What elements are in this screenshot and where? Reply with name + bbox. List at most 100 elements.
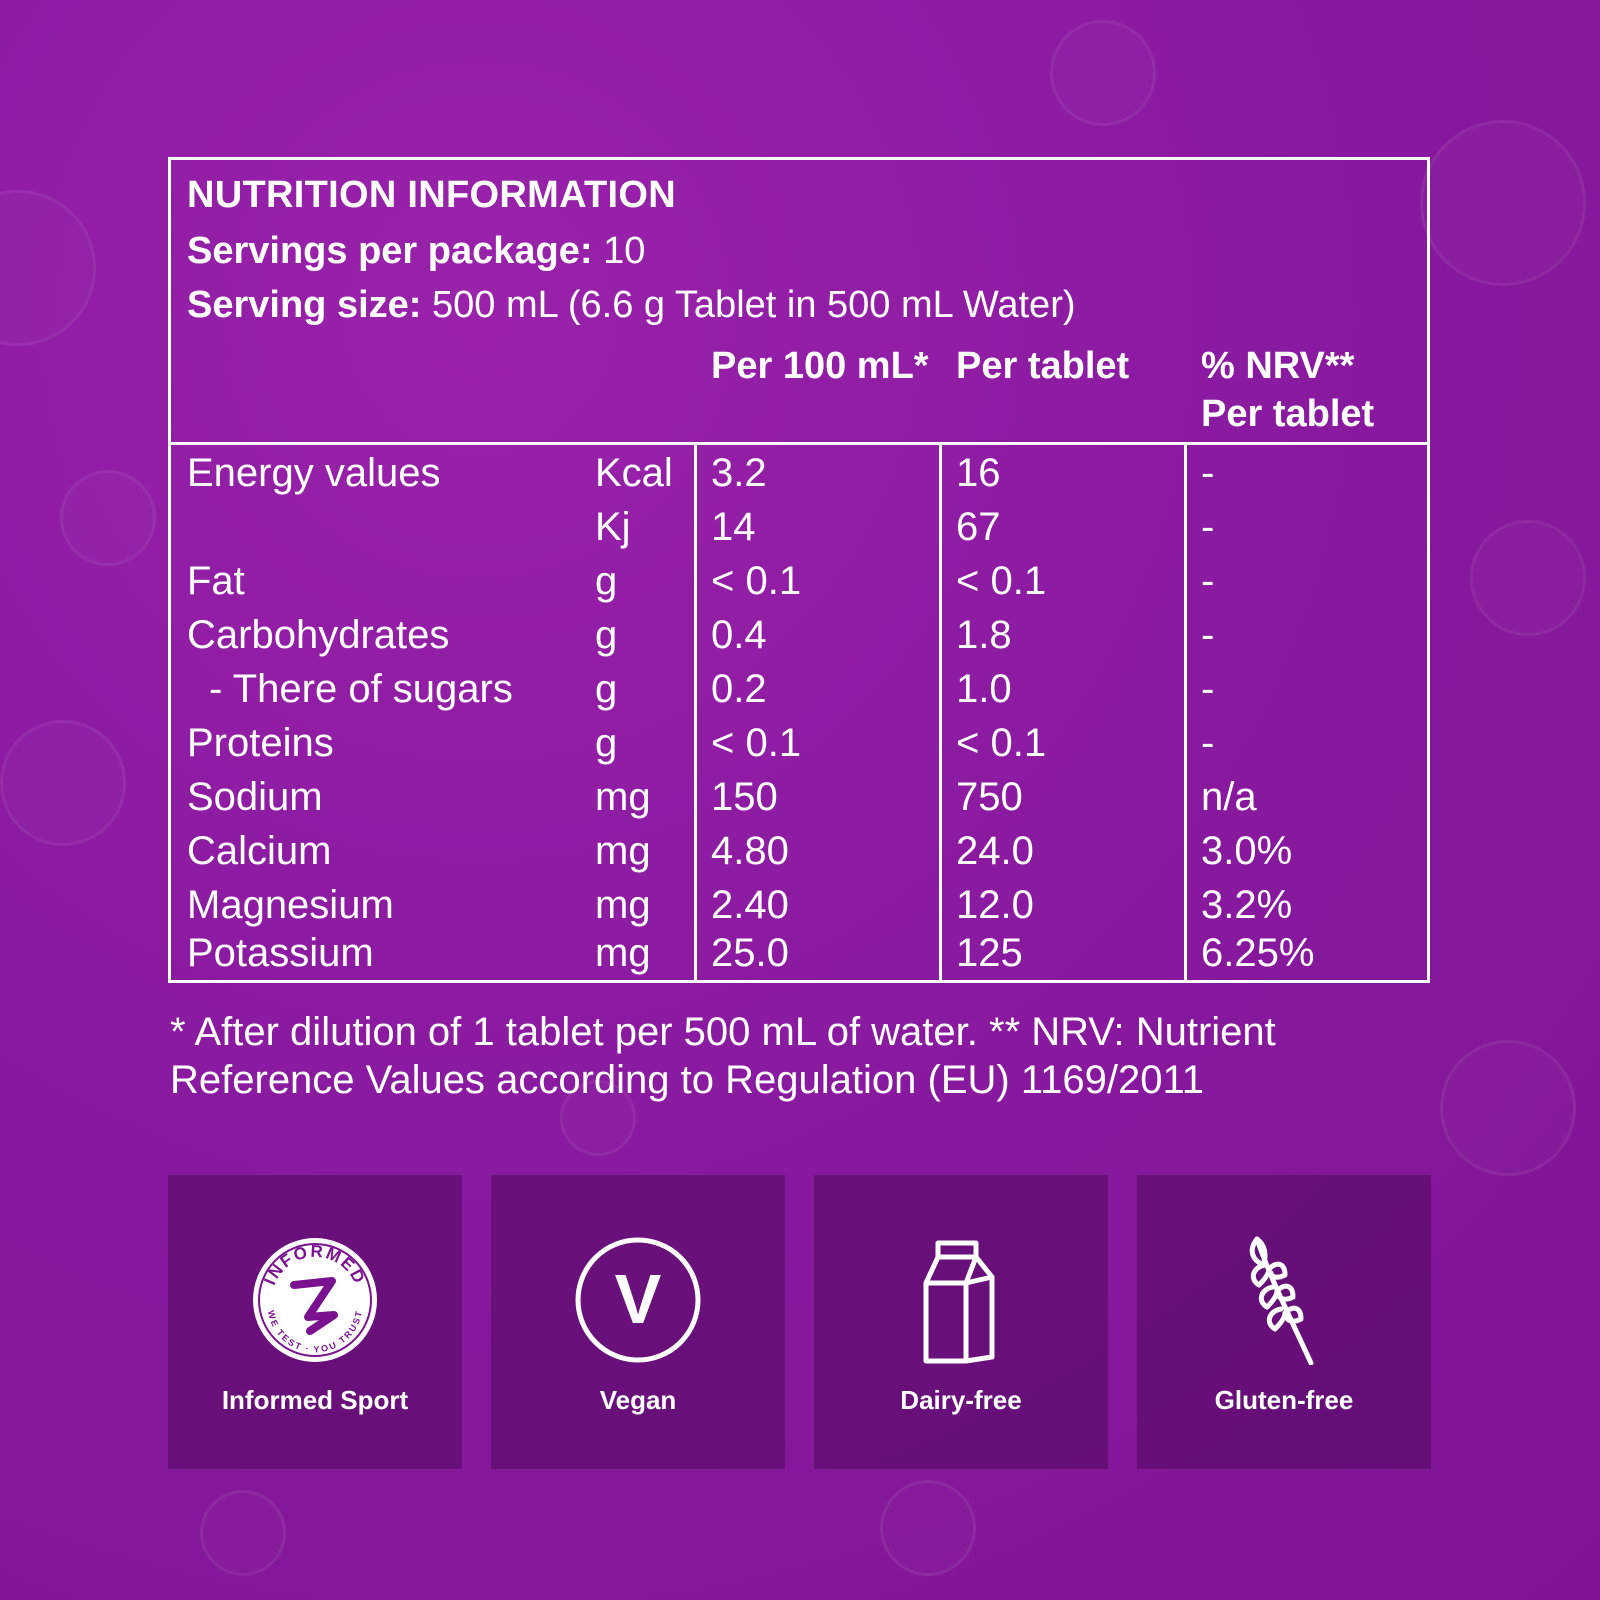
badge-informed-sport: INFORMED WE TEST · YOU TRUST Informed Sp… bbox=[168, 1175, 462, 1469]
nutrient-name: Carbohydrates bbox=[187, 613, 450, 657]
value-per-tablet: 24.0 bbox=[956, 829, 1034, 873]
nutrient-unit: g bbox=[595, 721, 618, 765]
value-per-tablet: 16 bbox=[956, 451, 1001, 495]
value-per-tablet: 12.0 bbox=[956, 883, 1034, 927]
table-row: Fat g < 0.1 < 0.1 - bbox=[171, 554, 1427, 608]
table-row: Calcium mg 4.80 24.0 3.0% bbox=[171, 824, 1427, 878]
background-bubble bbox=[0, 720, 126, 846]
background-bubble bbox=[880, 1480, 976, 1576]
column-header-nrv: % NRV** Per tablet bbox=[1201, 342, 1374, 438]
badge-label: Dairy-free bbox=[900, 1385, 1022, 1415]
value-per100: 4.80 bbox=[711, 829, 789, 873]
background-bubble bbox=[1470, 520, 1586, 636]
column-header-nrv-line2: Per tablet bbox=[1201, 393, 1375, 435]
table-row: Sodium mg 150 750 n/a bbox=[171, 770, 1427, 824]
table-row: Proteins g < 0.1 < 0.1 - bbox=[171, 716, 1427, 770]
nutrient-name: Potassium bbox=[187, 931, 374, 975]
background-bubble bbox=[1420, 120, 1586, 286]
badge-label: Vegan bbox=[599, 1385, 677, 1415]
value-per-tablet: 125 bbox=[956, 931, 1023, 975]
table-row: Energy values Kcal 3.2 16 - bbox=[171, 446, 1427, 500]
footnote-line: Reference Values according to Regulation… bbox=[170, 1058, 1204, 1102]
serving-size-value: 500 mL (6.6 g Tablet in 500 mL Water) bbox=[431, 284, 1076, 326]
value-per100: < 0.1 bbox=[711, 721, 802, 765]
badge-label: Informed Sport bbox=[221, 1385, 409, 1415]
servings-value: 10 bbox=[603, 230, 646, 272]
nutrition-header: NUTRITION INFORMATION Servings per packa… bbox=[171, 160, 1427, 445]
value-per100: 3.2 bbox=[711, 451, 767, 495]
informed-sport-seal-icon: INFORMED WE TEST · YOU TRUST bbox=[253, 1238, 377, 1362]
value-nrv: - bbox=[1201, 667, 1215, 711]
value-nrv: - bbox=[1201, 505, 1215, 549]
column-divider bbox=[1184, 442, 1187, 980]
nutrient-unit: g bbox=[595, 667, 618, 711]
footnote-line: * After dilution of 1 tablet per 500 mL … bbox=[170, 1010, 1276, 1054]
servings-label: Servings per package: bbox=[187, 230, 593, 272]
value-per-tablet: 1.0 bbox=[956, 667, 1012, 711]
background-bubble bbox=[60, 470, 156, 566]
value-per-tablet: 750 bbox=[956, 775, 1023, 819]
background-bubble bbox=[0, 190, 96, 346]
value-nrv: 3.0% bbox=[1201, 829, 1293, 873]
nutrient-name: Proteins bbox=[187, 721, 334, 765]
serving-size: Serving size: 500 mL (6.6 g Tablet in 50… bbox=[187, 284, 1076, 327]
nutrient-name: - There of sugars bbox=[209, 667, 513, 711]
badge-label: Gluten-free bbox=[1214, 1385, 1354, 1415]
footnote: * After dilution of 1 tablet per 500 mL … bbox=[170, 1008, 1370, 1104]
column-divider bbox=[694, 442, 697, 980]
nutrition-title: NUTRITION INFORMATION bbox=[187, 174, 676, 216]
value-nrv: - bbox=[1201, 721, 1215, 765]
nutrient-unit: mg bbox=[595, 775, 651, 819]
value-nrv: - bbox=[1201, 559, 1215, 603]
background-bubble bbox=[200, 1490, 286, 1576]
column-header-nrv-line1: % NRV** bbox=[1201, 345, 1355, 387]
value-nrv: n/a bbox=[1201, 775, 1257, 819]
nutrient-unit: g bbox=[595, 613, 618, 657]
badge-gluten-free: Gluten-free bbox=[1137, 1175, 1431, 1469]
value-per100: 2.40 bbox=[711, 883, 789, 927]
table-row: Kj 14 67 - bbox=[171, 500, 1427, 554]
table-row: Magnesium mg 2.40 12.0 3.2% bbox=[171, 878, 1427, 932]
value-per100: 25.0 bbox=[711, 931, 789, 975]
table-row: Potassium mg 25.0 125 6.25% bbox=[171, 926, 1427, 980]
value-per-tablet: 1.8 bbox=[956, 613, 1012, 657]
badge-vegan: V Vegan bbox=[491, 1175, 785, 1469]
value-nrv: - bbox=[1201, 451, 1215, 495]
certification-badges: INFORMED WE TEST · YOU TRUST Informed Sp… bbox=[168, 1175, 1431, 1469]
nutrient-name: Magnesium bbox=[187, 883, 394, 927]
value-per-tablet: < 0.1 bbox=[956, 559, 1047, 603]
milk-carton-icon bbox=[923, 1240, 995, 1364]
nutrient-unit: mg bbox=[595, 883, 651, 927]
nutrient-name: Fat bbox=[187, 559, 245, 603]
value-per-tablet: 67 bbox=[956, 505, 1001, 549]
column-divider bbox=[939, 442, 942, 980]
value-per100: < 0.1 bbox=[711, 559, 802, 603]
wheat-icon bbox=[1249, 1236, 1314, 1365]
nutrition-table: NUTRITION INFORMATION Servings per packa… bbox=[168, 157, 1430, 983]
background-bubble bbox=[1050, 20, 1156, 126]
nutrient-unit: Kcal bbox=[595, 451, 673, 495]
servings-per-package: Servings per package: 10 bbox=[187, 230, 645, 273]
nutrient-unit: Kj bbox=[595, 505, 631, 549]
vegan-glyph: V bbox=[615, 1260, 662, 1338]
table-row: Carbohydrates g 0.4 1.8 - bbox=[171, 608, 1427, 662]
background-bubble bbox=[1440, 1040, 1576, 1176]
nutrient-name: Energy values bbox=[187, 451, 441, 495]
vegan-v-icon: V bbox=[575, 1237, 701, 1363]
nutrient-name: Calcium bbox=[187, 829, 332, 873]
table-row: - There of sugars g 0.2 1.0 - bbox=[171, 662, 1427, 716]
column-header-per-tablet: Per tablet bbox=[956, 345, 1130, 387]
nutrient-unit: g bbox=[595, 559, 618, 603]
value-per100: 150 bbox=[711, 775, 778, 819]
column-header-per100: Per 100 mL* bbox=[711, 345, 929, 387]
nutrient-unit: mg bbox=[595, 931, 651, 975]
value-per100: 0.4 bbox=[711, 613, 767, 657]
value-per100: 0.2 bbox=[711, 667, 767, 711]
background-bubble bbox=[560, 1080, 636, 1156]
value-nrv: - bbox=[1201, 613, 1215, 657]
value-per-tablet: < 0.1 bbox=[956, 721, 1047, 765]
value-per100: 14 bbox=[711, 505, 756, 549]
serving-size-label: Serving size: bbox=[187, 284, 422, 326]
badge-dairy-free: Dairy-free bbox=[814, 1175, 1108, 1469]
value-nrv: 6.25% bbox=[1201, 931, 1315, 975]
